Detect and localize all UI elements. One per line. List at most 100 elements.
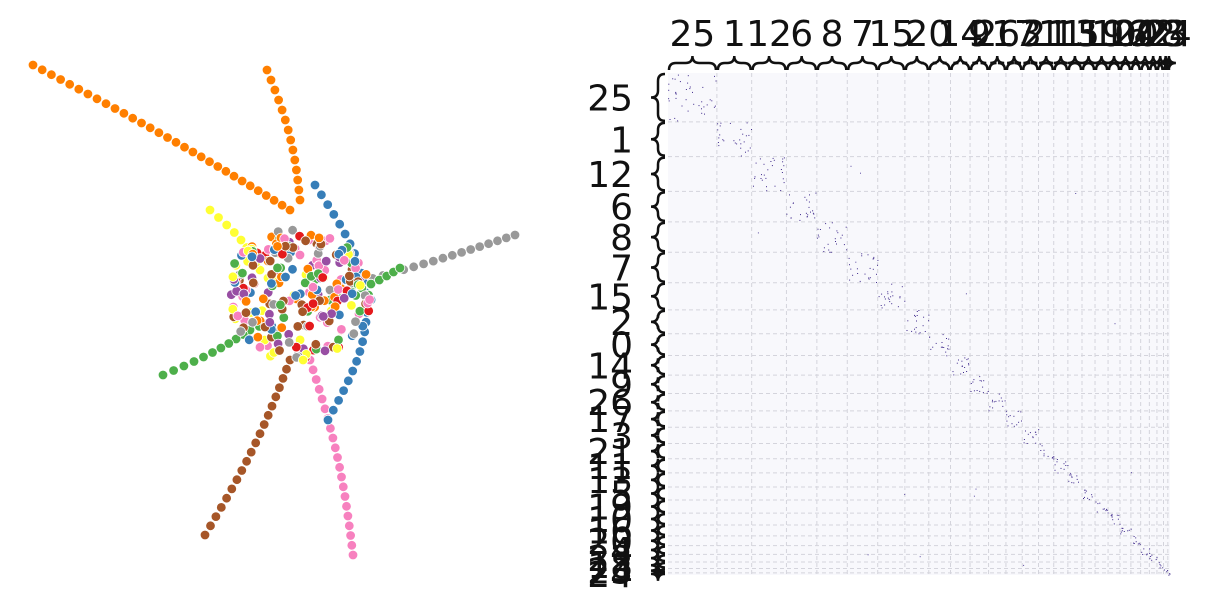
edge-cell xyxy=(1156,557,1158,559)
node xyxy=(248,277,259,289)
node xyxy=(170,137,182,148)
node xyxy=(187,146,199,158)
edge-cell xyxy=(952,371,954,373)
adjacency-matrix: 2525111212668877151522001414992626171733… xyxy=(587,14,1192,596)
node xyxy=(350,316,361,327)
edge-cell xyxy=(1091,496,1093,498)
edge-cell xyxy=(763,163,765,165)
edge-cell xyxy=(1141,551,1143,553)
edge-cell xyxy=(701,108,702,110)
row-label: 0 xyxy=(610,326,633,367)
edge-cell xyxy=(1041,445,1043,447)
edge-cell xyxy=(887,293,889,295)
edge-cell xyxy=(1068,480,1070,482)
edge-cell xyxy=(675,97,677,99)
edge-cell xyxy=(746,122,748,124)
edge-cell xyxy=(943,347,945,348)
edge-cell xyxy=(988,410,990,412)
edge-cell xyxy=(763,174,765,176)
node xyxy=(274,382,285,393)
node xyxy=(307,364,319,376)
edge-cell xyxy=(685,89,687,90)
edge-cell xyxy=(781,172,783,173)
node xyxy=(333,395,344,406)
edge-cell xyxy=(754,177,756,179)
edge-cell xyxy=(823,251,825,252)
edge-cell xyxy=(887,297,889,299)
node xyxy=(280,271,291,283)
edge-cell xyxy=(1146,553,1148,555)
edge-cell xyxy=(964,357,966,359)
edge-cell xyxy=(979,390,981,392)
edge-cell xyxy=(904,494,906,495)
edge-cell xyxy=(970,391,972,392)
edge-cell xyxy=(804,196,806,198)
block-brace xyxy=(650,252,666,283)
edge-cell xyxy=(689,88,691,90)
edge-cell xyxy=(923,316,925,318)
edge-cell xyxy=(789,206,791,208)
node xyxy=(273,94,284,106)
node xyxy=(360,269,372,280)
edge-cell xyxy=(815,192,817,194)
edge-cell xyxy=(965,293,967,295)
block-brace xyxy=(1161,55,1176,71)
edge-cell xyxy=(1025,430,1026,432)
edge-cell xyxy=(1110,515,1112,517)
column-label: 25 xyxy=(670,14,716,55)
node xyxy=(73,83,85,95)
edge-cell xyxy=(1018,421,1020,423)
node xyxy=(245,446,257,458)
node xyxy=(241,456,252,467)
node xyxy=(294,194,306,206)
edge-cell xyxy=(1146,554,1148,556)
node xyxy=(178,360,190,372)
edge-cell xyxy=(1060,467,1062,469)
edge-cell xyxy=(924,331,926,332)
edge-cell xyxy=(786,213,788,215)
node xyxy=(339,228,351,240)
edge-cell xyxy=(718,145,720,147)
edge-cell xyxy=(1039,443,1041,445)
node xyxy=(394,262,406,274)
block-brace xyxy=(650,282,666,311)
node xyxy=(492,235,503,247)
edge-cell xyxy=(771,165,773,167)
node xyxy=(334,462,345,473)
block-brace xyxy=(650,523,666,538)
edge-cell xyxy=(929,336,930,338)
node xyxy=(456,247,467,258)
edge-cell xyxy=(692,91,693,93)
edge-cell xyxy=(799,219,801,221)
node xyxy=(272,262,283,274)
column-label: 1 xyxy=(723,14,746,55)
node xyxy=(212,161,224,172)
edge-cell xyxy=(1071,482,1073,484)
column-label: 18 xyxy=(1137,14,1183,55)
edge-cell xyxy=(783,165,785,167)
edge-cell xyxy=(1040,450,1042,451)
edge-cell xyxy=(961,360,963,362)
edge-cell xyxy=(935,342,937,344)
block-brace xyxy=(667,55,718,71)
node xyxy=(345,530,356,541)
node xyxy=(100,98,112,109)
block-brace xyxy=(650,443,666,459)
node xyxy=(287,264,298,275)
node xyxy=(365,278,377,290)
node xyxy=(307,282,319,293)
edge-cell xyxy=(754,176,756,178)
edge-cell xyxy=(827,243,829,245)
edge-cell xyxy=(953,374,955,376)
edge-cell xyxy=(992,407,994,409)
node xyxy=(280,114,291,126)
block-brace xyxy=(877,55,906,71)
edge-cell xyxy=(1053,458,1055,460)
edge-cell xyxy=(919,332,921,334)
block-brace xyxy=(1053,55,1069,71)
edge-cell xyxy=(911,330,913,332)
edge-cell xyxy=(1051,457,1053,459)
edge-cell xyxy=(672,78,674,80)
edge-cell xyxy=(751,129,752,130)
edge-cell xyxy=(1034,431,1036,433)
